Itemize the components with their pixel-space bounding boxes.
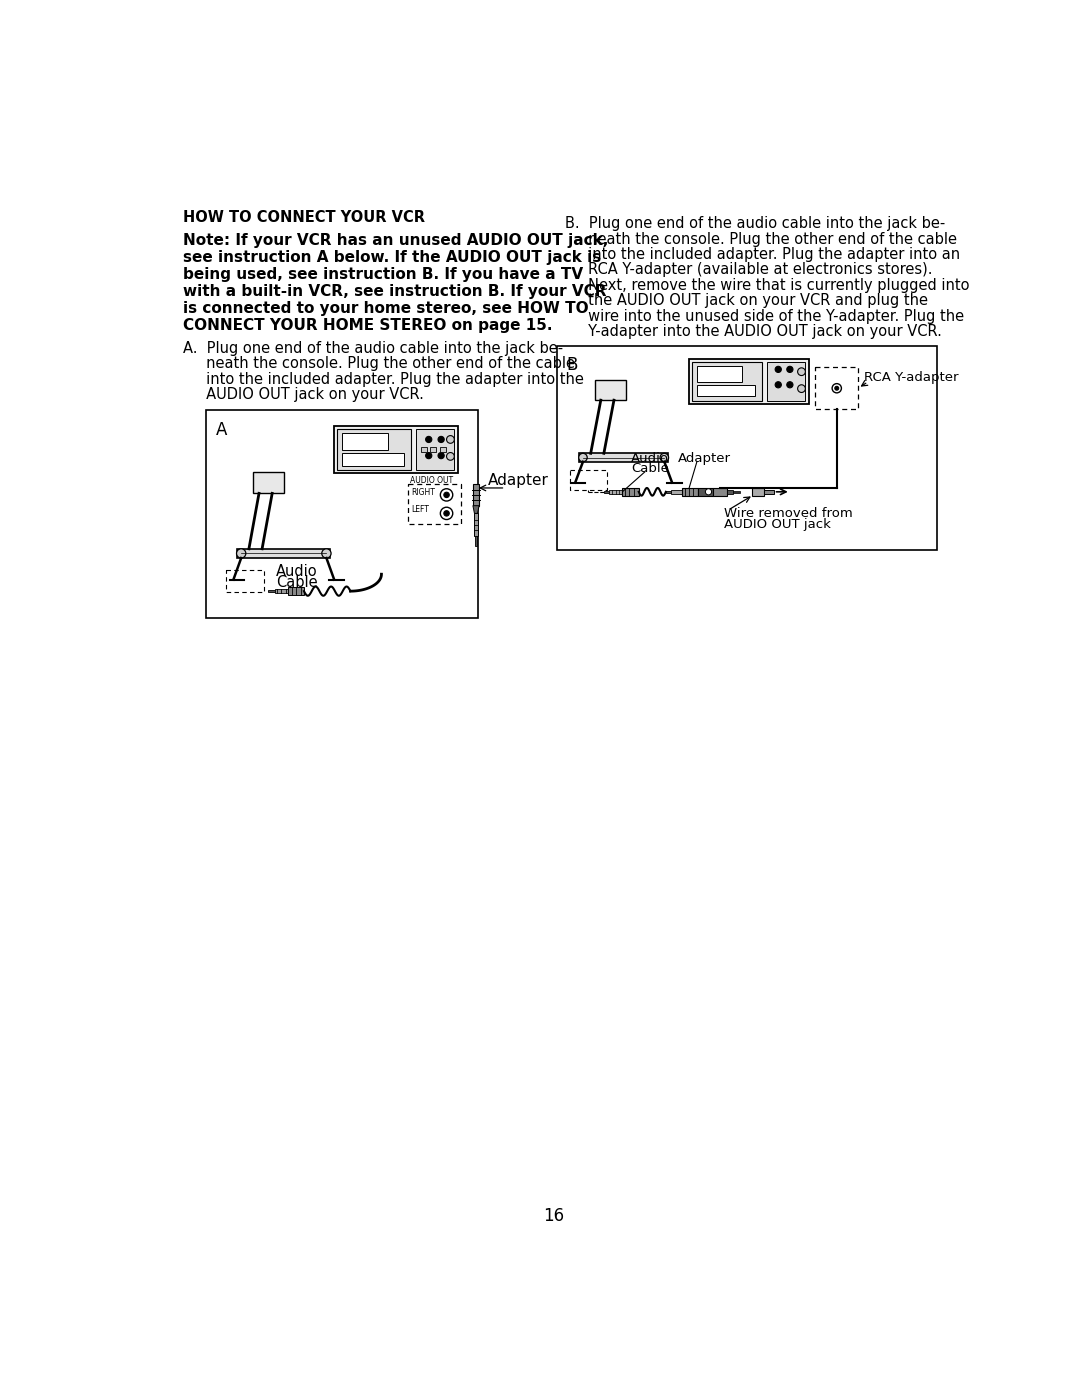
Bar <box>473 485 480 506</box>
Text: Y-adapter into the AUDIO OUT jack on your VCR.: Y-adapter into the AUDIO OUT jack on you… <box>565 324 942 339</box>
Text: Cable: Cable <box>276 576 318 590</box>
Bar <box>697 384 755 397</box>
Bar <box>238 549 330 557</box>
Bar <box>334 426 458 474</box>
Bar <box>671 490 683 493</box>
Circle shape <box>798 384 806 393</box>
Bar <box>697 366 742 381</box>
Circle shape <box>579 453 588 462</box>
Text: AUDIO OUT: AUDIO OUT <box>410 476 454 485</box>
Bar <box>440 447 446 451</box>
Polygon shape <box>473 506 480 513</box>
Text: RIGHT: RIGHT <box>410 488 435 497</box>
Bar <box>666 490 671 493</box>
Text: Audio: Audio <box>276 564 318 580</box>
Circle shape <box>798 367 806 376</box>
Bar <box>609 490 622 493</box>
Bar <box>475 536 477 546</box>
Circle shape <box>444 511 449 515</box>
Bar <box>815 367 859 409</box>
Circle shape <box>441 489 453 502</box>
Text: neath the console. Plug the other end of the cable: neath the console. Plug the other end of… <box>565 232 957 246</box>
Text: into the included adapter. Plug the adapter into the: into the included adapter. Plug the adap… <box>183 372 584 387</box>
Bar <box>692 362 762 401</box>
Circle shape <box>705 489 712 495</box>
Text: B.  Plug one end of the audio cable into the jack be-: B. Plug one end of the audio cable into … <box>565 217 945 231</box>
Text: being used, see instruction B. If you have a TV: being used, see instruction B. If you ha… <box>183 267 583 282</box>
Bar <box>689 359 809 404</box>
Circle shape <box>426 436 432 443</box>
Circle shape <box>438 453 444 458</box>
Text: Cable: Cable <box>631 462 669 475</box>
Bar <box>226 570 265 592</box>
Bar <box>474 513 477 536</box>
Bar <box>752 488 765 496</box>
Bar <box>342 433 389 450</box>
Bar <box>727 490 733 493</box>
Bar <box>622 488 638 496</box>
Circle shape <box>786 381 793 388</box>
Circle shape <box>237 549 246 557</box>
Bar <box>683 488 698 496</box>
Circle shape <box>786 366 793 373</box>
Text: with a built-in VCR, see instruction B. If your VCR: with a built-in VCR, see instruction B. … <box>183 284 607 299</box>
Text: neath the console. Plug the other end of the cable: neath the console. Plug the other end of… <box>183 356 575 372</box>
Text: Audio: Audio <box>631 451 669 465</box>
Bar <box>579 453 669 462</box>
Bar <box>570 471 607 490</box>
Text: is connected to your home stereo, see HOW TO: is connected to your home stereo, see HO… <box>183 300 589 316</box>
Text: Adapter: Adapter <box>677 451 730 465</box>
Bar <box>733 490 740 493</box>
Bar <box>342 453 404 465</box>
Text: Note: If your VCR has an unused AUDIO OUT jack,: Note: If your VCR has an unused AUDIO OU… <box>183 233 608 249</box>
Text: Next, remove the wire that is currently plugged into: Next, remove the wire that is currently … <box>565 278 970 293</box>
Bar <box>765 489 773 495</box>
Text: see instruction A below. If the AUDIO OUT jack is: see instruction A below. If the AUDIO OU… <box>183 250 602 265</box>
Bar <box>698 488 713 496</box>
Circle shape <box>438 436 444 443</box>
Text: LEFT: LEFT <box>410 504 429 514</box>
Text: CONNECT YOUR HOME STEREO on page 15.: CONNECT YOUR HOME STEREO on page 15. <box>183 317 553 332</box>
Text: RCA Y-adapter (available at electronics stores).: RCA Y-adapter (available at electronics … <box>565 263 933 278</box>
Circle shape <box>775 381 781 388</box>
Circle shape <box>322 549 332 557</box>
Bar <box>430 447 436 451</box>
Bar <box>288 587 303 595</box>
Circle shape <box>446 436 455 443</box>
Text: Adapter: Adapter <box>488 472 549 488</box>
Circle shape <box>441 507 453 520</box>
Bar <box>408 485 460 524</box>
Bar <box>206 411 477 617</box>
Text: HOW TO CONNECT YOUR VCR: HOW TO CONNECT YOUR VCR <box>183 210 426 225</box>
Bar <box>421 447 428 451</box>
Text: A: A <box>216 420 227 439</box>
Bar <box>767 362 806 401</box>
Circle shape <box>426 453 432 458</box>
Text: AUDIO OUT jack on your VCR.: AUDIO OUT jack on your VCR. <box>183 387 424 402</box>
Circle shape <box>775 366 781 373</box>
Text: into the included adapter. Plug the adapter into an: into the included adapter. Plug the adap… <box>565 247 960 263</box>
Bar <box>268 590 274 592</box>
Bar <box>604 490 609 493</box>
Bar <box>416 429 455 471</box>
Circle shape <box>444 492 449 497</box>
Text: 16: 16 <box>543 1207 564 1225</box>
Text: RCA Y-adapter: RCA Y-adapter <box>864 372 959 384</box>
Text: Wire removed from: Wire removed from <box>724 507 853 520</box>
Circle shape <box>832 384 841 393</box>
Text: the AUDIO OUT jack on your VCR and plug the: the AUDIO OUT jack on your VCR and plug … <box>565 293 928 309</box>
Polygon shape <box>595 380 625 400</box>
Bar <box>274 590 288 594</box>
Text: wire into the unused side of the Y-adapter. Plug the: wire into the unused side of the Y-adapt… <box>565 309 964 324</box>
Bar <box>713 488 727 496</box>
Bar <box>557 345 937 549</box>
Bar <box>337 429 410 471</box>
Polygon shape <box>253 472 284 493</box>
Text: B: B <box>567 356 578 374</box>
Text: A.  Plug one end of the audio cable into the jack be-: A. Plug one end of the audio cable into … <box>183 341 563 356</box>
Circle shape <box>660 453 669 462</box>
Circle shape <box>835 387 839 390</box>
Text: AUDIO OUT jack: AUDIO OUT jack <box>724 518 831 531</box>
Circle shape <box>446 453 455 460</box>
